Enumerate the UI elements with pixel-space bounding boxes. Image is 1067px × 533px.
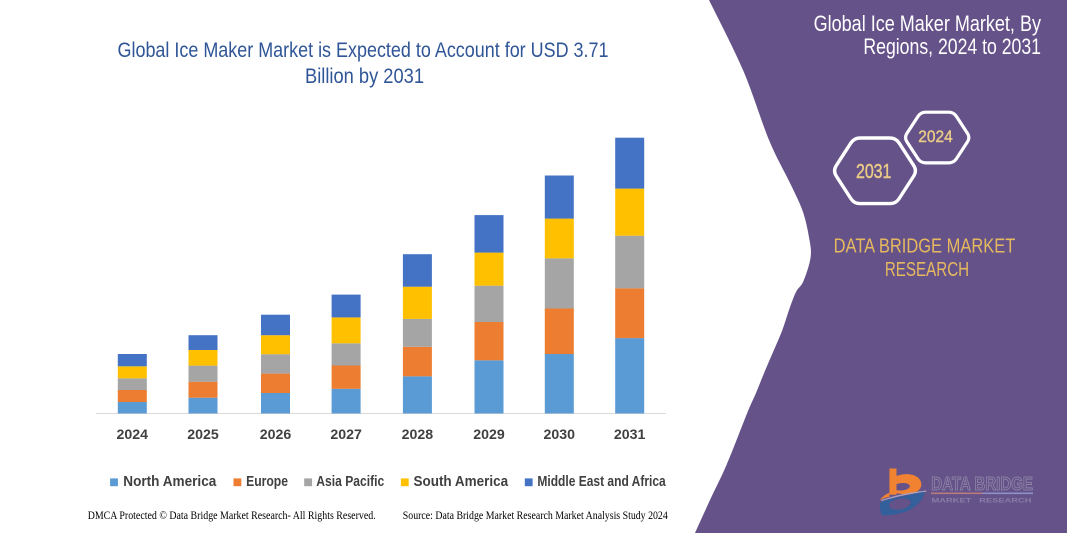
svg-text:Regions, 2024 to 2031: Regions, 2024 to 2031 <box>863 34 1041 59</box>
svg-text:2028: 2028 <box>402 426 434 442</box>
svg-text:Global Ice Maker Market is Exp: Global Ice Maker Market is Expected to A… <box>118 38 609 62</box>
svg-text:2024: 2024 <box>117 426 149 442</box>
svg-text:DMCA Protected © Data Bridge M: DMCA Protected © Data Bridge Market Rese… <box>88 510 376 522</box>
svg-text:2026: 2026 <box>260 426 292 442</box>
svg-text:Billion by 2031: Billion by 2031 <box>305 64 424 88</box>
svg-text:Global Ice Maker Market, By: Global Ice Maker Market, By <box>814 11 1041 36</box>
svg-text:2024: 2024 <box>918 128 953 146</box>
svg-text:2031: 2031 <box>856 161 892 183</box>
svg-text:DATA BRIDGE MARKET: DATA BRIDGE MARKET <box>834 235 1016 257</box>
svg-text:MARKET RESEARCH: MARKET RESEARCH <box>932 498 1033 505</box>
svg-text:Europe: Europe <box>246 473 288 490</box>
svg-text:Source: Data Bridge Market Res: Source: Data Bridge Market Research Mark… <box>403 510 668 522</box>
svg-text:2031: 2031 <box>614 426 646 442</box>
svg-text:2027: 2027 <box>330 426 362 442</box>
svg-text:Asia Pacific: Asia Pacific <box>316 473 384 490</box>
svg-text:RESEARCH: RESEARCH <box>885 259 969 281</box>
svg-text:2029: 2029 <box>473 426 505 442</box>
svg-text:DATA BRIDGE: DATA BRIDGE <box>931 473 1033 494</box>
svg-text:2030: 2030 <box>544 426 576 442</box>
svg-text:North America: North America <box>123 473 217 490</box>
svg-text:South America: South America <box>414 473 509 490</box>
svg-text:Middle East and Africa: Middle East and Africa <box>537 473 666 490</box>
svg-text:2025: 2025 <box>187 426 219 442</box>
